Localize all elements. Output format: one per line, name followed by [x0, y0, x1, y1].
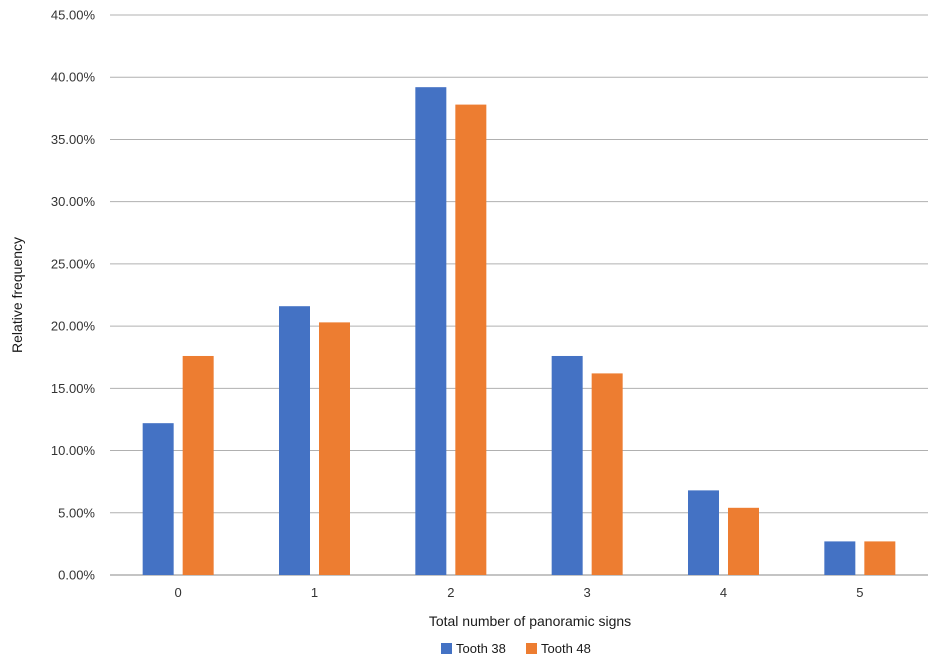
y-tick-label: 35.00% [51, 132, 96, 147]
legend-swatch [526, 643, 537, 654]
x-tick-label: 1 [311, 585, 318, 600]
y-axis-title: Relative frequency [9, 237, 25, 353]
legend: Tooth 38 Tooth 48 [441, 641, 591, 656]
y-tick-label: 25.00% [51, 256, 96, 271]
bar-tooth-38-1 [279, 306, 310, 575]
bars [142, 87, 896, 575]
x-tick-label: 4 [720, 585, 727, 600]
y-tick-label: 15.00% [51, 381, 96, 396]
bar-tooth-38-4 [688, 490, 719, 575]
bar-tooth-38-0 [142, 423, 174, 575]
x-tick-label: 5 [856, 585, 863, 600]
bar-tooth-48-3 [591, 373, 623, 575]
bar-tooth-48-1 [319, 322, 350, 575]
y-tick-label: 40.00% [51, 70, 96, 85]
bar-tooth-48-2 [455, 104, 487, 575]
y-tick-label: 5.00% [58, 505, 95, 520]
bar-tooth-38-2 [415, 87, 447, 575]
y-tick-label: 10.00% [51, 443, 96, 458]
x-tick-label: 0 [175, 585, 182, 600]
y-tick-label: 0.00% [58, 568, 95, 583]
y-tick-label: 20.00% [51, 319, 96, 334]
y-tick-labels: 0.00% 5.00% 10.00% 15.00% 20.00% 25.00% 30.00%… [51, 8, 96, 583]
x-tick-labels: 0 1 2 3 4 5 [175, 585, 864, 600]
legend-label: Tooth 38 [456, 641, 506, 656]
y-tick-label: 45.00% [51, 8, 96, 23]
legend-label: Tooth 48 [541, 641, 591, 656]
bar-tooth-48-5 [864, 541, 896, 575]
y-tick-label: 30.00% [51, 194, 96, 209]
x-tick-label: 2 [447, 585, 454, 600]
bar-tooth-48-0 [182, 355, 214, 575]
x-axis-title: Total number of panoramic signs [429, 613, 631, 629]
bar-tooth-48-4 [728, 507, 759, 575]
bar-tooth-38-3 [551, 355, 583, 575]
bar-tooth-38-5 [824, 541, 856, 575]
x-tick-label: 3 [584, 585, 591, 600]
legend-swatch [441, 643, 452, 654]
gridlines [110, 14, 928, 576]
